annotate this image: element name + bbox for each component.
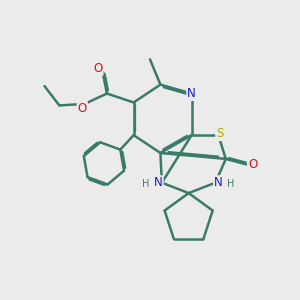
Text: S: S [216, 127, 224, 140]
Text: O: O [248, 158, 257, 171]
Text: O: O [78, 102, 87, 115]
Text: N: N [154, 176, 163, 189]
Text: N: N [187, 87, 196, 100]
Text: H: H [226, 179, 234, 189]
Text: H: H [142, 179, 149, 189]
Text: N: N [214, 176, 223, 189]
Text: O: O [93, 62, 103, 75]
